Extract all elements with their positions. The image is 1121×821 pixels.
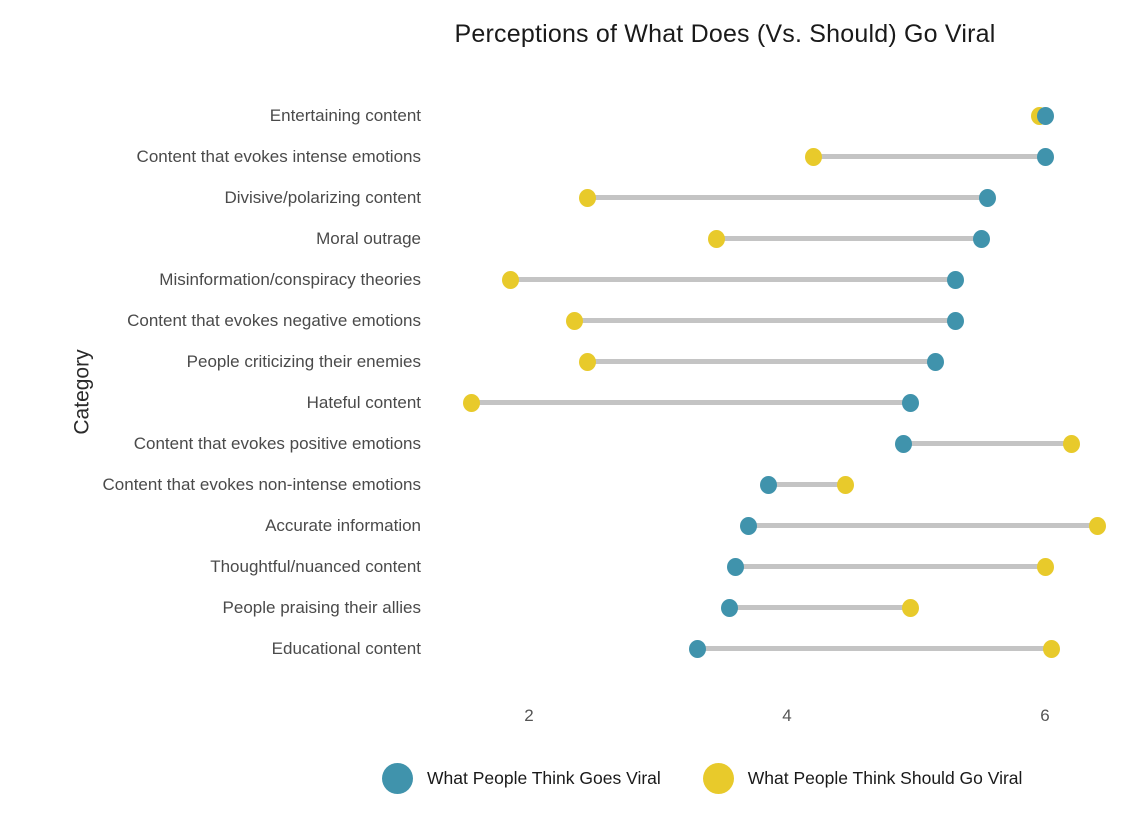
legend-label: What People Think Should Go Viral <box>747 768 1023 788</box>
dot-goes-viral <box>946 271 964 289</box>
category-label: Thoughtful/nuanced content <box>210 557 421 576</box>
dot-goes-viral <box>901 394 919 412</box>
x-tick-label: 4 <box>782 706 792 725</box>
dot-goes-viral <box>978 189 996 207</box>
category-label: Content that evokes negative emotions <box>127 311 421 330</box>
dot-should-go-viral <box>1037 558 1054 576</box>
connector-line <box>728 605 910 610</box>
category-label: Hateful content <box>306 393 421 412</box>
legend-label: What People Think Goes Viral <box>427 768 661 788</box>
category-label: Accurate information <box>265 516 421 535</box>
connector-line <box>767 482 846 487</box>
dot-goes-viral <box>727 558 745 576</box>
dot-should-go-viral <box>901 599 919 617</box>
connector-line <box>716 236 981 241</box>
category-label: People criticizing their enemies <box>186 352 421 371</box>
category-label: Content that evokes intense emotions <box>136 147 421 166</box>
dot-should-go-viral <box>579 189 597 207</box>
dot-should-go-viral <box>1062 435 1080 453</box>
dot-goes-viral <box>740 517 758 535</box>
connector-line <box>735 564 1045 569</box>
legend-item-should-go-viral: What People Think Should Go Viral <box>702 763 1023 794</box>
dot-goes-viral <box>688 640 706 658</box>
category-label: Educational content <box>271 639 421 658</box>
dot-should-go-viral <box>1088 517 1106 535</box>
connector-line <box>903 441 1071 446</box>
dot-goes-viral <box>972 230 990 248</box>
dot-should-go-viral <box>837 476 855 494</box>
legend-swatch-goes-viral-icon <box>382 763 413 794</box>
dot-should-go-viral <box>804 148 822 166</box>
category-label: Moral outrage <box>316 229 421 248</box>
category-label: Content that evokes positive emotions <box>133 434 421 453</box>
x-tick-label: 2 <box>524 706 534 725</box>
chart-title: Perceptions of What Does (Vs. Should) Go… <box>454 20 996 48</box>
dot-should-go-viral <box>1043 640 1061 658</box>
dot-goes-viral <box>1037 107 1054 125</box>
category-label: Misinformation/conspiracy theories <box>159 270 421 289</box>
connector-line <box>748 523 1097 528</box>
legend-swatch-should-go-viral-icon <box>702 763 734 794</box>
dot-should-go-viral <box>579 353 597 371</box>
legend: What People Think Goes Viral What People… <box>382 763 1022 794</box>
dot-goes-viral <box>1037 148 1054 166</box>
dot-goes-viral <box>927 353 945 371</box>
connector-line <box>509 277 955 282</box>
dot-should-go-viral <box>708 230 726 248</box>
dot-goes-viral <box>720 599 738 617</box>
dot-should-go-viral <box>501 271 519 289</box>
dot-goes-viral <box>946 312 964 330</box>
category-label: Entertaining content <box>269 106 421 125</box>
x-tick-label: 6 <box>1040 706 1050 725</box>
dot-goes-viral <box>895 435 913 453</box>
dot-should-go-viral <box>566 312 584 330</box>
category-label: People praising their allies <box>222 598 421 617</box>
category-label: Divisive/polarizing content <box>224 188 421 207</box>
connector-line <box>470 400 910 405</box>
connector-line <box>812 154 1045 159</box>
category-label: Content that evokes non-intense emotions <box>102 475 421 494</box>
connector-line <box>696 646 1052 651</box>
connector-line <box>587 359 936 364</box>
dot-should-go-viral <box>462 394 480 412</box>
connector-line <box>587 195 987 200</box>
connector-line <box>574 318 955 323</box>
legend-item-goes-viral: What People Think Goes Viral <box>382 763 661 794</box>
dot-goes-viral <box>759 476 777 494</box>
